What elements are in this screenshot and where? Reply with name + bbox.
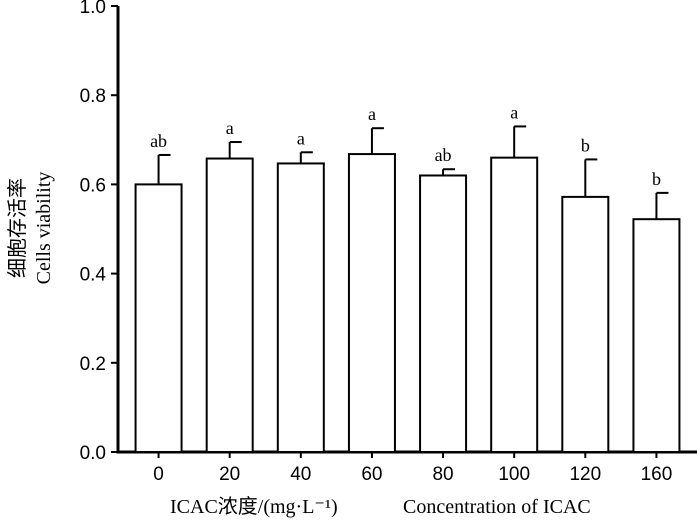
y-axis-label-cn: 细胞存活率 [6, 178, 29, 278]
significance-label: a [297, 128, 305, 148]
significance-label: a [226, 118, 234, 138]
bar [205, 157, 254, 453]
bars [134, 125, 681, 454]
y-tick-label: 0.8 [80, 86, 106, 107]
x-axis-label-en: Concentration of ICAC [403, 496, 591, 518]
x-axis-label-cn: ICAC浓度/(mg·L⁻¹) [170, 495, 338, 518]
x-tick-label: 80 [432, 464, 453, 485]
y-tick-label: 0.4 [80, 265, 107, 286]
bar [632, 218, 681, 453]
bar [490, 156, 539, 453]
x-tick-label: 160 [641, 464, 673, 485]
y-axis-label-en: Cells viability [33, 172, 55, 285]
significance-label: ab [150, 131, 167, 151]
bar [276, 162, 325, 454]
bar [561, 195, 610, 453]
y-tick-label: 0.0 [80, 443, 106, 464]
significance-label: a [510, 102, 518, 122]
significance-label: b [581, 135, 590, 155]
y-tick-label: 1.0 [80, 0, 106, 18]
x-tick-label: 120 [569, 464, 601, 485]
labels: 0.0 0.2 0.4 0.6 0.8 1.0 ab 0 a 20 a 40 a 60 ab 80 a 100 b 1… [6, 0, 672, 518]
significance-label: b [652, 169, 661, 189]
bar [347, 153, 396, 454]
x-tick-label: 20 [219, 464, 240, 485]
bar [134, 183, 183, 453]
significance-label: a [368, 104, 376, 124]
y-tick-label: 0.2 [80, 354, 106, 375]
bar [419, 174, 468, 453]
significance-label: ab [435, 145, 452, 165]
y-tick-label: 0.6 [80, 175, 106, 196]
x-tick-label: 40 [290, 464, 311, 485]
x-tick-label: 0 [153, 464, 164, 485]
x-tick-label: 100 [498, 464, 530, 485]
x-tick-label: 60 [361, 464, 382, 485]
